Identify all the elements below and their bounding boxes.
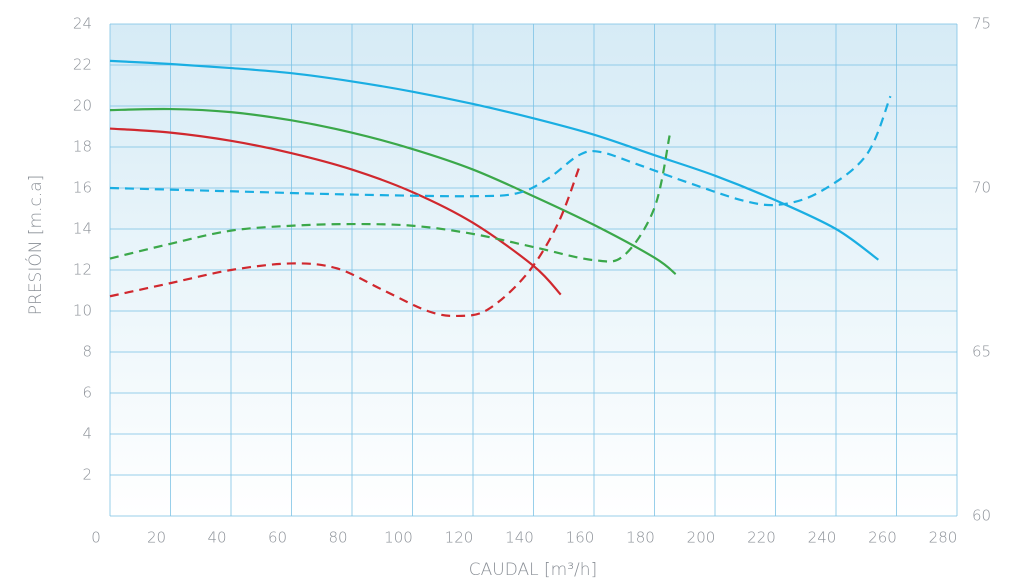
x-tick-label: 80 (328, 529, 347, 547)
y-tick-label: 2 (82, 466, 92, 484)
x-tick-label: 240 (808, 529, 837, 547)
y-axis-label: PRESIÓN [m.c.a] (24, 175, 46, 316)
x-tick-label: 120 (445, 529, 474, 547)
y-tick-label: 14 (73, 220, 92, 238)
x-tick-label: 100 (384, 529, 413, 547)
x-tick-label: 280 (929, 529, 958, 547)
x-tick-label: 220 (747, 529, 776, 547)
series-line (109, 135, 671, 263)
x-tick-label: 140 (505, 529, 534, 547)
y2-tick-label: 60 (972, 507, 991, 525)
y-tick-label: 18 (73, 138, 92, 156)
y-tick-label: 24 (73, 15, 92, 33)
y-tick-label: 20 (73, 97, 92, 115)
x-tick-label: 20 (147, 529, 166, 547)
x-tick-label: 180 (626, 529, 655, 547)
x-tick-label: 200 (687, 529, 716, 547)
x-axis-label: CAUDAL [m³/h] (469, 560, 597, 580)
y-tick-label: 4 (82, 425, 92, 443)
x-tick-label: 60 (268, 529, 287, 547)
y-tick-label: 16 (73, 179, 92, 197)
series-line (109, 107, 677, 275)
y-tick-label: 12 (73, 261, 92, 279)
y-tick-label: 6 (82, 384, 92, 402)
y2-tick-label: 65 (972, 343, 991, 361)
x-tick-label: 40 (207, 529, 226, 547)
y-tick-label: 22 (73, 56, 92, 74)
series-line (109, 95, 892, 207)
y2-tick-label: 75 (972, 15, 991, 33)
series-line (109, 59, 879, 261)
x-tick-label: 160 (566, 529, 595, 547)
x-tick-label: 0 (91, 529, 101, 547)
y-tick-label: 8 (82, 343, 92, 361)
y2-tick-label: 70 (972, 179, 991, 197)
series-line (109, 127, 562, 296)
series-line (109, 167, 580, 318)
x-tick-label: 260 (868, 529, 897, 547)
y-tick-label: 10 (73, 302, 92, 320)
